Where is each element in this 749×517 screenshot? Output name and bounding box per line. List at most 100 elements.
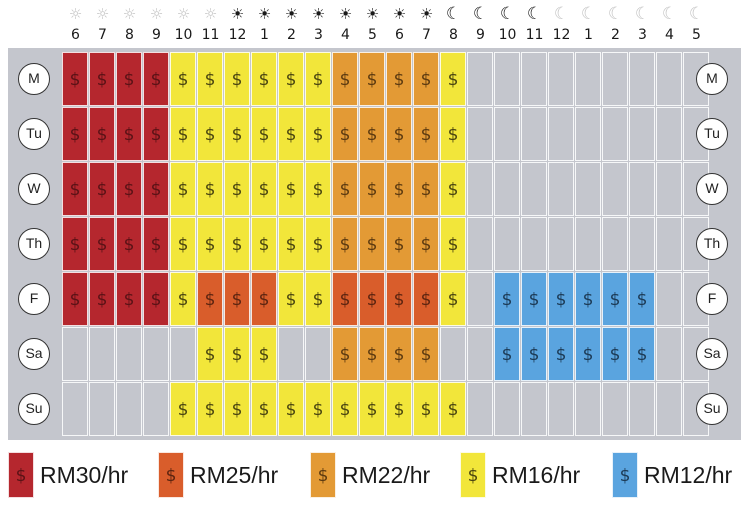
price-cell: $ [629, 272, 655, 326]
price-cell: $ [170, 52, 196, 106]
price-cell: $ [332, 382, 358, 436]
closed-cell [575, 162, 601, 216]
hour-column: ☀ 6 [386, 4, 413, 44]
price-cell: $ [62, 107, 88, 161]
closed-cell [62, 327, 88, 381]
moon-icon: ☾ [472, 4, 489, 24]
hour-label: 12 [552, 27, 571, 43]
closed-cell [656, 162, 682, 216]
price-cell: $ [143, 107, 169, 161]
hour-column: ☼ 9 [143, 4, 170, 44]
hour-column: ☀ 7 [413, 4, 440, 44]
closed-cell [467, 107, 493, 161]
price-cell: $ [170, 272, 196, 326]
hour-label: 7 [98, 27, 107, 43]
price-cell: $ [143, 217, 169, 271]
closed-cell [494, 52, 520, 106]
sun-icon: ☀ [338, 5, 353, 23]
hour-label: 7 [422, 27, 431, 43]
price-cell: $ [251, 162, 277, 216]
price-cell: $ [143, 52, 169, 106]
hour-label: 1 [260, 27, 269, 43]
price-cell: $ [251, 217, 277, 271]
day-label-left: F [18, 283, 50, 315]
price-cell: $ [197, 107, 223, 161]
closed-cell [494, 382, 520, 436]
closed-cell [548, 382, 574, 436]
sun-icon: ☀ [284, 5, 299, 23]
price-cell: $ [197, 382, 223, 436]
hour-column: ☾ 12 [548, 4, 575, 44]
hour-column: ☀ 3 [305, 4, 332, 44]
hour-label: 12 [228, 27, 247, 43]
legend-swatch: $ [310, 452, 336, 498]
price-cell: $ [278, 217, 304, 271]
price-cell: $ [89, 272, 115, 326]
closed-cell [656, 327, 682, 381]
price-cell: $ [170, 217, 196, 271]
closed-cell [521, 217, 547, 271]
price-cell: $ [440, 217, 466, 271]
hour-column: ☼ 7 [89, 4, 116, 44]
price-cell: $ [224, 217, 250, 271]
hour-column: ☾ 4 [656, 4, 683, 44]
price-cell: $ [305, 382, 331, 436]
price-cell: $ [278, 272, 304, 326]
price-cell: $ [386, 162, 412, 216]
hour-label: 11 [201, 27, 220, 43]
price-cell: $ [575, 327, 601, 381]
closed-cell [440, 327, 466, 381]
hour-column: ☼ 6 [62, 4, 89, 44]
closed-cell [602, 382, 628, 436]
hour-label: 10 [498, 27, 517, 43]
hour-column: ☾ 2 [602, 4, 629, 44]
price-cell: $ [332, 327, 358, 381]
closed-cell [89, 382, 115, 436]
day-label-right: M [696, 63, 728, 95]
price-cell: $ [251, 382, 277, 436]
sun-icon: ☼ [176, 5, 191, 23]
price-cell: $ [89, 107, 115, 161]
price-cell: $ [116, 217, 142, 271]
sun-icon: ☼ [149, 5, 164, 23]
closed-cell [170, 327, 196, 381]
closed-cell [629, 162, 655, 216]
price-cell: $ [413, 52, 439, 106]
closed-cell [656, 272, 682, 326]
price-cell: $ [602, 272, 628, 326]
price-cell: $ [332, 162, 358, 216]
price-cell: $ [224, 52, 250, 106]
moon-icon: ☾ [553, 4, 570, 24]
hour-column: ☾ 10 [494, 4, 521, 44]
price-cell: $ [548, 327, 574, 381]
hour-label: 8 [449, 27, 458, 43]
price-cell: $ [143, 162, 169, 216]
price-cell: $ [224, 162, 250, 216]
hour-label: 5 [368, 27, 377, 43]
closed-cell [629, 217, 655, 271]
sun-icon: ☀ [257, 5, 272, 23]
sun-icon: ☀ [392, 5, 407, 23]
hour-label: 3 [314, 27, 323, 43]
price-cell: $ [224, 272, 250, 326]
price-cell: $ [278, 107, 304, 161]
hour-label: 4 [341, 27, 350, 43]
day-label-right: Su [696, 393, 728, 425]
price-cell: $ [359, 52, 385, 106]
day-label-right: Tu [696, 118, 728, 150]
price-cell: $ [62, 162, 88, 216]
hour-label: 6 [71, 27, 80, 43]
price-cell: $ [89, 162, 115, 216]
closed-cell [494, 217, 520, 271]
closed-cell [278, 327, 304, 381]
closed-cell [575, 107, 601, 161]
hour-column: ☾ 1 [575, 4, 602, 44]
closed-cell [143, 327, 169, 381]
day-label-left: M [18, 63, 50, 95]
moon-icon: ☾ [526, 4, 543, 24]
price-cell: $ [305, 107, 331, 161]
price-cell: $ [413, 327, 439, 381]
closed-cell [521, 382, 547, 436]
closed-cell [629, 52, 655, 106]
price-cell: $ [305, 217, 331, 271]
